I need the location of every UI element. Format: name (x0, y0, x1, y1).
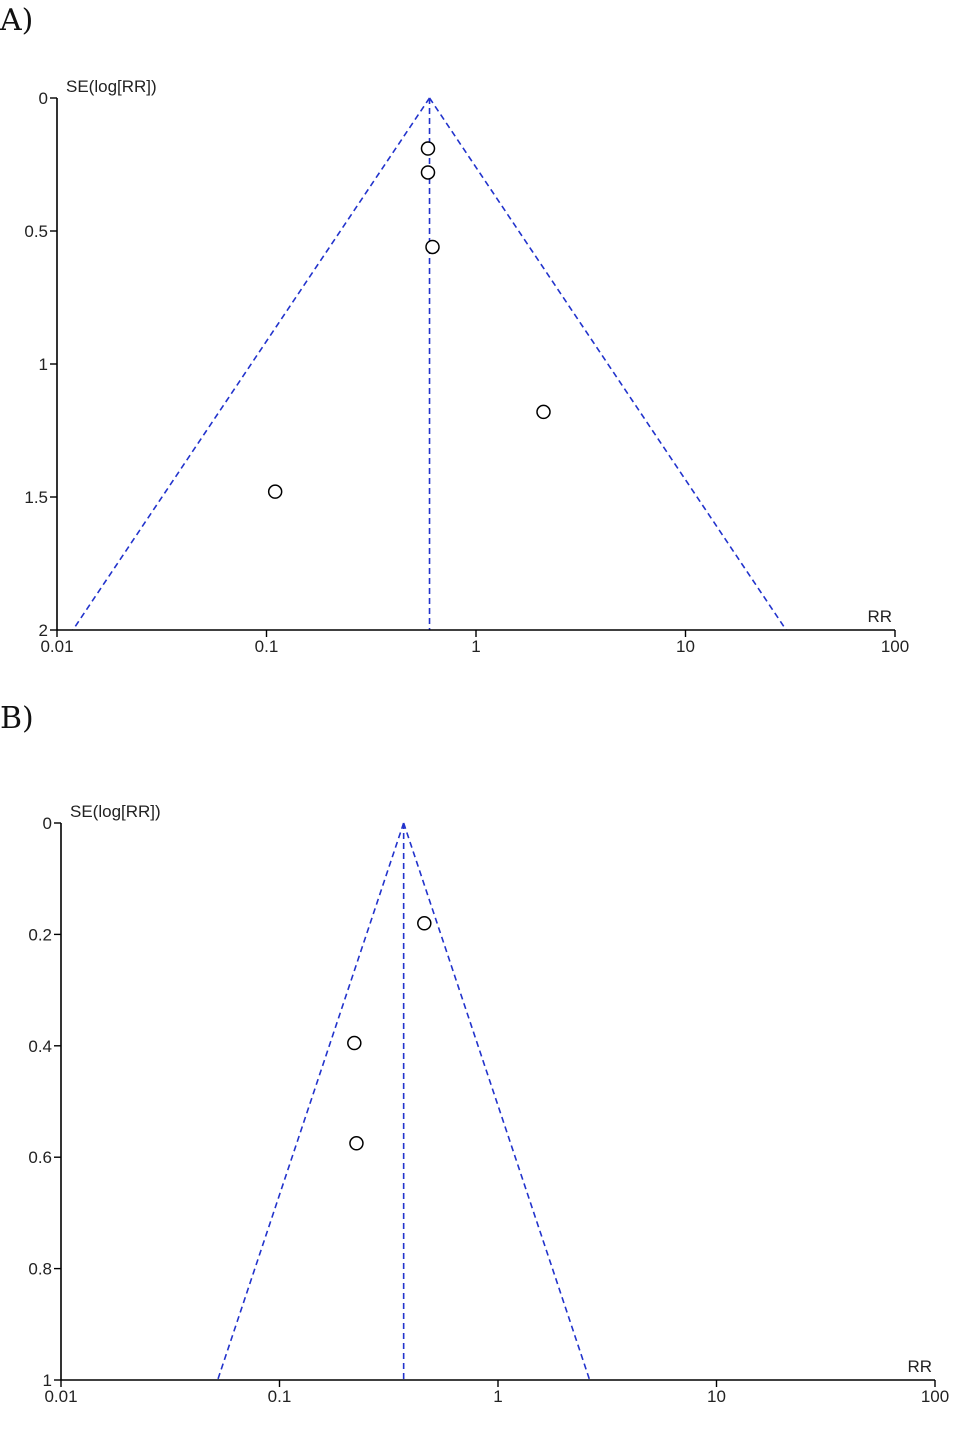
funnel-right-line (402, 822, 591, 1381)
y-tick-label: 2 (39, 621, 48, 640)
x-tick-label: 100 (921, 1387, 949, 1406)
study-point (417, 916, 432, 931)
panel-label: B) (0, 701, 34, 736)
study-point (425, 239, 440, 255)
y-tick-label: 0 (43, 814, 52, 833)
funnel-plot-panel-a: A) 0 0.5 1 1.5 20.01 0.1 1 10 100 SE(log[RR]) RR (0, 3, 909, 656)
x-tick-label: 0.1 (255, 637, 279, 656)
y-tick-label: 0.5 (24, 222, 48, 241)
panel-label: A) (0, 3, 33, 38)
y-tick-label: 0 (39, 89, 48, 108)
x-tick-label: 1 (493, 1387, 502, 1406)
y-tick-label: 1.5 (24, 488, 48, 507)
x-tick-label: 0.01 (40, 637, 73, 656)
funnel-plot-panel-b: B)00.20.40.60.810.01 0.1 1 10 100SE(log[RR])… (0, 701, 949, 1406)
y-tick-label: 0.4 (28, 1037, 52, 1056)
study-point (420, 141, 436, 156)
funnel-left-line (216, 822, 405, 1381)
study-point (420, 165, 436, 180)
y-axis-title: SE(log[RR]) (66, 77, 157, 96)
x-tick-label: 1 (471, 637, 480, 656)
y-tick-label: 0.8 (28, 1260, 52, 1279)
funnel-right-line (428, 97, 787, 631)
x-axis-title: RR (907, 1357, 932, 1376)
funnel-left-line (72, 97, 431, 631)
y-tick-label: 0.2 (28, 925, 52, 944)
x-axis-title: RR (867, 607, 892, 626)
study-point (349, 1136, 364, 1151)
study-point (267, 484, 283, 499)
study-point (347, 1035, 362, 1051)
y-tick-label: 1 (43, 1371, 52, 1390)
x-tick-label: 0.1 (268, 1387, 292, 1406)
x-tick-label: 0.01 (44, 1387, 77, 1406)
study-point (536, 404, 551, 420)
y-tick-label: 1 (39, 355, 48, 374)
x-tick-label: 100 (881, 637, 909, 656)
y-tick-label: 0.6 (28, 1148, 52, 1167)
y-axis-title: SE(log[RR]) (70, 802, 161, 821)
x-tick-label: 10 (676, 637, 695, 656)
x-tick-label: 10 (707, 1387, 726, 1406)
